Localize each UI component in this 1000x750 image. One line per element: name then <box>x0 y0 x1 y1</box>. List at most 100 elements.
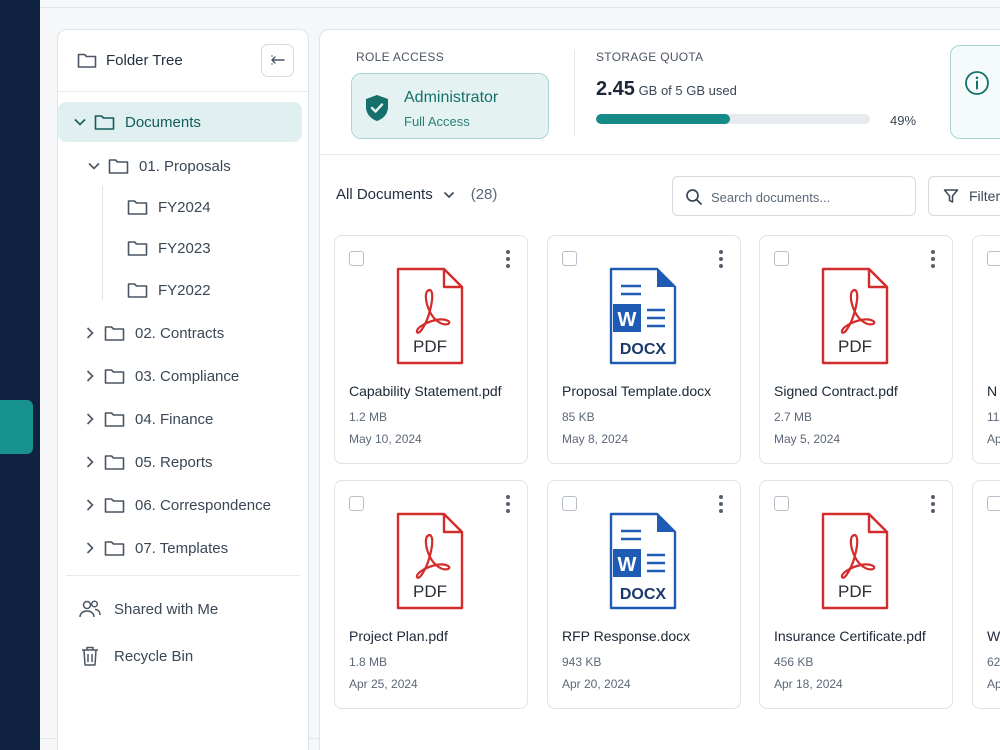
svg-text:PDF: PDF <box>838 337 872 356</box>
folder-icon <box>108 157 129 175</box>
folder-icon <box>104 539 125 557</box>
tree-item-label: 04. Finance <box>135 410 214 428</box>
folder-icon <box>104 410 125 428</box>
file-size: 85 KB <box>562 410 595 424</box>
tree-item-correspondence[interactable]: 06. Correspondence <box>82 485 271 525</box>
chevron-right-icon[interactable] <box>82 456 98 468</box>
file-checkbox[interactable] <box>774 251 789 266</box>
file-checkbox[interactable] <box>349 251 364 266</box>
search-input[interactable] <box>711 186 907 208</box>
tree-item-label: Documents <box>125 113 201 131</box>
file-size: 456 KB <box>774 655 814 669</box>
shared-with-me-label: Shared with Me <box>114 600 219 618</box>
file-checkbox[interactable] <box>987 251 1000 266</box>
app-nav-rail <box>0 0 40 750</box>
more-options-icon[interactable] <box>718 495 724 513</box>
chevron-down-icon[interactable] <box>72 118 88 126</box>
search-box[interactable] <box>672 176 916 216</box>
tree-item-label: 05. Reports <box>135 453 213 471</box>
svg-text:DOCX: DOCX <box>620 341 667 358</box>
tree-item-label: FY2022 <box>158 281 211 299</box>
file-card[interactable]: W DOCX Proposal Template.docx 85 KB May 8… <box>547 235 741 464</box>
storage-quota-value: 2.45 GB of 5 GB used <box>596 78 737 101</box>
file-checkbox[interactable] <box>562 496 577 511</box>
shared-with-me-link[interactable]: Shared with Me <box>78 594 218 624</box>
header-divider <box>574 50 575 136</box>
svg-text:PDF: PDF <box>413 582 447 601</box>
file-checkbox[interactable] <box>774 496 789 511</box>
filter-label: Filter <box>969 188 1000 204</box>
file-card[interactable]: PDF Capability Statement.pdf 1.2 MB May … <box>334 235 528 464</box>
chevron-right-icon[interactable] <box>82 370 98 382</box>
file-date: Ap <box>987 677 1000 691</box>
more-options-icon[interactable] <box>930 495 936 513</box>
chevron-right-icon[interactable] <box>82 542 98 554</box>
nav-active-item[interactable] <box>0 400 33 454</box>
file-checkbox[interactable] <box>562 251 577 266</box>
collapse-sidebar-button[interactable] <box>261 44 294 77</box>
role-card: Administrator Full Access <box>351 73 549 139</box>
tree-item-contracts[interactable]: 02. Contracts <box>82 313 224 353</box>
tree-item-fy2023[interactable]: FY2023 <box>127 228 211 268</box>
tree-item-documents[interactable]: Documents <box>58 102 302 142</box>
more-options-icon[interactable] <box>930 250 936 268</box>
file-card[interactable]: PDF Insurance Certificate.pdf 456 KB Apr… <box>759 480 953 709</box>
tree-item-finance[interactable]: 04. Finance <box>82 399 213 439</box>
chevron-down-icon[interactable] <box>443 191 455 199</box>
more-options-icon[interactable] <box>718 250 724 268</box>
filter-button[interactable]: Filter <box>928 176 1000 216</box>
tree-item-reports[interactable]: 05. Reports <box>82 442 213 482</box>
storage-used: 2.45 <box>596 78 635 100</box>
documents-panel: ROLE ACCESS Administrator Full Access ST… <box>319 29 1000 750</box>
shield-check-icon <box>364 94 390 127</box>
file-name[interactable]: Capability Statement.pdf <box>349 383 502 399</box>
file-card[interactable]: N 11 Ap <box>972 235 1000 464</box>
chevron-right-icon[interactable] <box>82 327 98 339</box>
file-name[interactable]: W <box>987 628 1000 644</box>
file-name[interactable]: Insurance Certificate.pdf <box>774 628 926 644</box>
view-selector[interactable]: All Documents (28) <box>336 186 497 203</box>
tree-item-label: 06. Correspondence <box>135 496 271 514</box>
file-card[interactable]: PDF Signed Contract.pdf 2.7 MB May 5, 20… <box>759 235 953 464</box>
tree-item-proposals[interactable]: 01. Proposals <box>86 146 231 186</box>
more-options-icon[interactable] <box>505 495 511 513</box>
file-card[interactable]: PDF Project Plan.pdf 1.8 MB Apr 25, 2024 <box>334 480 528 709</box>
file-card[interactable]: W 62 Ap <box>972 480 1000 709</box>
svg-text:DOCX: DOCX <box>620 586 667 603</box>
storage-percent: 49% <box>890 113 917 128</box>
file-checkbox[interactable] <box>349 496 364 511</box>
users-icon <box>78 599 102 619</box>
folder-icon <box>127 239 148 257</box>
tree-item-fy2024[interactable]: FY2024 <box>127 187 211 227</box>
file-card[interactable]: W DOCX RFP Response.docx 943 KB Apr 20, 2… <box>547 480 741 709</box>
info-card[interactable] <box>950 45 1000 139</box>
folder-icon <box>77 51 97 74</box>
tree-item-fy2022[interactable]: FY2022 <box>127 270 211 310</box>
file-date: Apr 25, 2024 <box>349 677 418 691</box>
more-options-icon[interactable] <box>505 250 511 268</box>
file-name[interactable]: Proposal Template.docx <box>562 383 712 399</box>
file-name[interactable]: RFP Response.docx <box>562 628 691 644</box>
tree-item-label: 01. Proposals <box>139 157 231 175</box>
recycle-bin-label: Recycle Bin <box>114 647 194 665</box>
trash-icon <box>78 645 102 667</box>
chevron-down-icon[interactable] <box>86 162 102 170</box>
storage-progress-fill <box>596 114 731 124</box>
folder-tree-title: Folder Tree <box>106 52 183 69</box>
file-name[interactable]: N <box>987 383 998 399</box>
tree-item-templates[interactable]: 07. Templates <box>82 528 228 568</box>
file-name[interactable]: Project Plan.pdf <box>349 628 448 644</box>
tree-item-compliance[interactable]: 03. Compliance <box>82 356 239 396</box>
file-checkbox[interactable] <box>987 496 1000 511</box>
chevron-right-icon[interactable] <box>82 413 98 425</box>
file-name[interactable]: Signed Contract.pdf <box>774 383 898 399</box>
svg-text:PDF: PDF <box>413 337 447 356</box>
document-count: (28) <box>470 186 498 203</box>
file-date: May 10, 2024 <box>349 432 422 446</box>
tree-item-label: 07. Templates <box>135 539 229 557</box>
pdf-file-icon: PDF <box>819 511 891 616</box>
chevron-right-icon[interactable] <box>82 499 98 511</box>
folder-icon <box>94 113 115 131</box>
recycle-bin-link[interactable]: Recycle Bin <box>78 641 193 671</box>
file-date: May 5, 2024 <box>774 432 841 446</box>
